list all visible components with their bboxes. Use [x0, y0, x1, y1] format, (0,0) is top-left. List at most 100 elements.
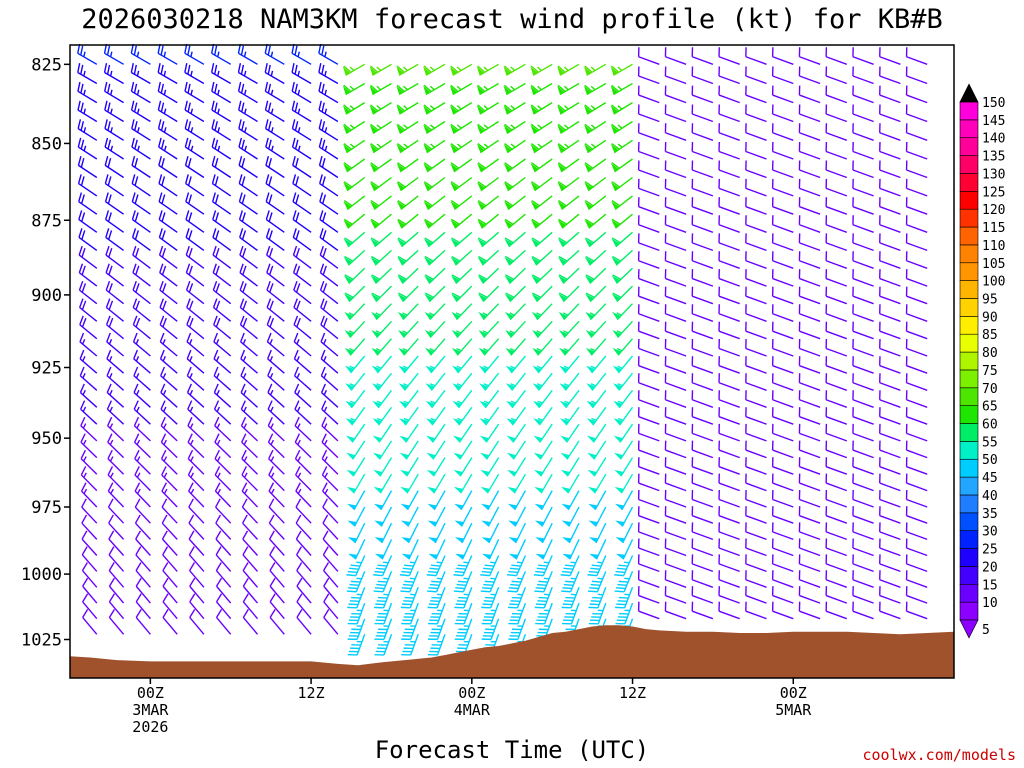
wind-barb [771, 538, 794, 557]
wind-barb [718, 85, 740, 104]
wind-barb [879, 160, 901, 179]
wind-barb [103, 63, 124, 85]
wind-barb [398, 338, 419, 356]
wind-barb [745, 321, 767, 340]
wind-barb [241, 466, 258, 492]
wind-barb [504, 267, 526, 284]
wind-barb [215, 608, 232, 635]
wind-barb [825, 85, 848, 104]
wind-barb [852, 304, 874, 322]
wind-barb [132, 332, 151, 357]
wind-barb [397, 213, 419, 229]
wind-barb [905, 269, 928, 287]
colorbar-label: 90 [982, 310, 998, 325]
wind-barb [745, 251, 767, 269]
wind-barb [637, 440, 660, 459]
wind-barb [561, 506, 580, 527]
wind-barb [798, 586, 821, 604]
wind-barb [373, 473, 393, 494]
wind-barb [691, 269, 714, 287]
colorbar-segment [959, 351, 979, 371]
colorbar-segment [959, 101, 979, 121]
wind-barb [745, 570, 767, 588]
wind-barb [186, 332, 205, 357]
ground-area [70, 625, 954, 678]
wind-barb [292, 245, 312, 269]
wind-barb [879, 178, 901, 197]
wind-barb [319, 192, 339, 215]
wind-barb [771, 47, 794, 65]
wind-barb [108, 593, 125, 620]
wind-barb [557, 63, 580, 76]
wind-barb [268, 482, 285, 508]
wind-barb [852, 473, 874, 492]
wind-barb [295, 482, 312, 508]
colorbar-label: 135 [982, 150, 1005, 165]
wind-barb [158, 137, 178, 160]
wind-barb [373, 555, 393, 577]
wind-barb [396, 176, 419, 192]
wind-barb [664, 141, 687, 160]
wind-barb [296, 608, 312, 635]
wind-barb [771, 104, 794, 123]
wind-barb [108, 577, 125, 604]
wind-barb [159, 280, 178, 305]
wind-barb [534, 457, 553, 477]
wind-barb [294, 433, 312, 459]
wind-barb [852, 321, 874, 340]
wind-barb [771, 473, 794, 492]
wind-barb [611, 231, 633, 248]
wind-barb [344, 267, 366, 284]
wind-barb [189, 608, 205, 635]
wind-barb [745, 197, 767, 215]
wind-barb [371, 355, 393, 374]
wind-barb [80, 416, 98, 442]
wind-barb [718, 373, 740, 391]
wind-barb [292, 210, 312, 233]
wind-barb [745, 538, 767, 557]
wind-barb [771, 85, 794, 104]
wind-barb [187, 400, 205, 425]
wind-barb [396, 63, 419, 76]
wind-barb [798, 197, 821, 215]
wind-barb [374, 587, 393, 609]
wind-barb [104, 192, 124, 215]
wind-barb [449, 63, 473, 76]
wind-barb [905, 538, 928, 557]
wind-barb [133, 400, 151, 425]
wind-barb [294, 449, 312, 475]
wind-barb [718, 321, 740, 340]
wind-barb [159, 263, 178, 287]
wind-barb [771, 390, 794, 408]
colorbar-label: 100 [982, 275, 1005, 290]
wind-barb [825, 356, 848, 374]
wind-barb [343, 120, 366, 135]
wind-barb [108, 514, 125, 540]
wind-barb [614, 457, 634, 477]
wind-barb [584, 102, 607, 115]
wind-barb [452, 406, 473, 426]
wind-barb [187, 433, 205, 459]
wind-barb [745, 233, 767, 252]
wind-barb [531, 213, 553, 229]
colorbar-label: 85 [982, 328, 998, 343]
wind-barb [798, 141, 821, 160]
wind-barb [478, 320, 500, 339]
wind-barb [771, 457, 794, 475]
wind-barb [561, 587, 580, 609]
wind-barb [477, 231, 500, 248]
wind-barb [745, 489, 767, 508]
wind-barb [879, 321, 901, 340]
wind-barb [135, 577, 151, 604]
wind-barb [426, 423, 446, 443]
wind-barb [268, 466, 285, 492]
wind-barb [293, 298, 312, 322]
wind-barb [637, 233, 660, 252]
wind-barb [81, 514, 98, 540]
wind-barb [905, 66, 928, 85]
wind-barb [691, 390, 714, 408]
wind-barb [268, 449, 285, 475]
wind-barb [162, 562, 178, 588]
wind-barb [852, 251, 874, 269]
